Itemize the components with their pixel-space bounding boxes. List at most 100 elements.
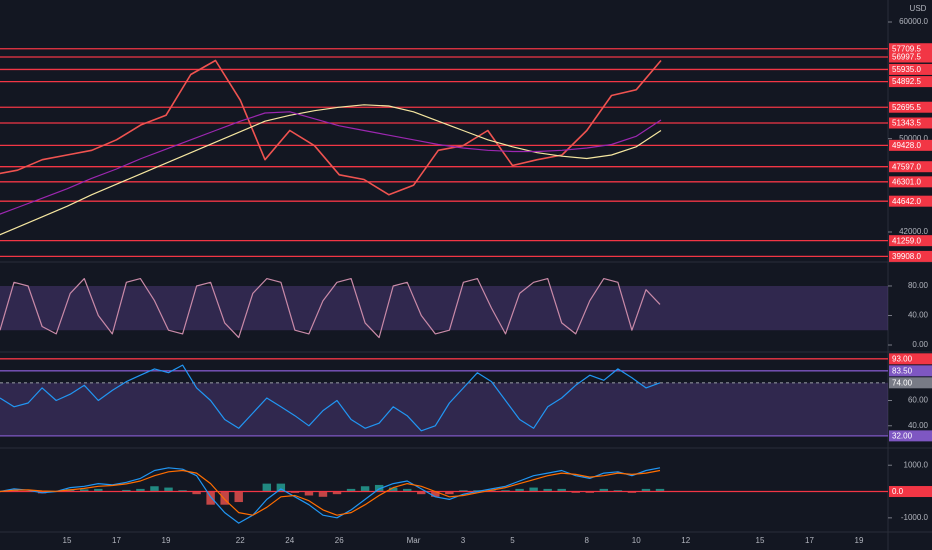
histogram-bar (417, 491, 426, 495)
level-label: 54892.5 (892, 77, 921, 86)
series-line (0, 104, 662, 236)
level-label-box (889, 353, 932, 365)
band (0, 285, 888, 331)
series-line (0, 278, 661, 339)
level-label-box (889, 51, 932, 63)
histogram-bar (403, 488, 412, 492)
histogram-bar (374, 484, 384, 492)
level-label: 83.50 (892, 366, 913, 375)
histogram-bar (543, 488, 552, 492)
x-tick-label: 8 (585, 536, 590, 545)
level-label: 52695.5 (892, 103, 921, 112)
currency-label: USD (910, 4, 927, 13)
level-label-box (889, 43, 932, 55)
level-label: 46301.0 (892, 177, 921, 186)
level-label-box (889, 365, 932, 377)
level-label: 49428.0 (892, 141, 921, 150)
histogram-bar (94, 488, 103, 492)
x-tick-label: 26 (335, 536, 344, 545)
histogram-bar (529, 487, 538, 492)
x-tick-label: 3 (461, 536, 466, 545)
y-tick-label: 80.00 (908, 281, 929, 290)
histogram-bar (304, 491, 314, 496)
level-label: 47597.0 (892, 162, 921, 171)
level-label: 57709.5 (892, 44, 921, 53)
y-tick-label: 0.00 (912, 340, 928, 349)
series-line (0, 469, 661, 516)
histogram-bar (262, 483, 272, 492)
histogram-bar (318, 491, 328, 497)
histogram-bar (9, 490, 19, 492)
histogram-bar (557, 488, 566, 492)
histogram-bar (445, 491, 454, 495)
y-tick-label: 40.00 (908, 421, 929, 430)
series-line (0, 111, 662, 215)
histogram-bar (473, 490, 482, 492)
level-label-box (889, 176, 932, 188)
x-tick-label: 17 (112, 536, 121, 545)
level-label-box (889, 76, 932, 88)
level-label-box (889, 195, 932, 207)
y-tick-label: 42000.0 (899, 227, 928, 236)
level-label: 39908.0 (892, 252, 921, 261)
y-tick-label: -1000.0 (901, 513, 929, 522)
x-tick-label: 19 (162, 536, 171, 545)
level-label-box (889, 117, 932, 129)
x-tick-label: 10 (632, 536, 641, 545)
x-tick-label: 19 (855, 536, 864, 545)
histogram-bar (431, 491, 440, 497)
y-tick-label: 1000.0 (904, 460, 929, 469)
level-label: 32.00 (892, 431, 913, 440)
histogram-bar (627, 491, 637, 493)
histogram-bar (360, 486, 370, 492)
histogram-bar (332, 491, 342, 495)
series-line (0, 467, 661, 524)
level-label-box (889, 63, 932, 75)
histogram-bar (178, 490, 187, 492)
histogram-bar (192, 491, 201, 495)
histogram-bar (459, 490, 468, 492)
x-tick-label: 17 (805, 536, 814, 545)
histogram-bar (220, 491, 229, 505)
histogram-bar (290, 491, 300, 493)
histogram-bar (136, 488, 145, 492)
level-label-box (889, 430, 932, 442)
histogram-bar (206, 491, 215, 505)
x-tick-label: 5 (510, 536, 515, 545)
histogram-bar (585, 491, 594, 493)
level-label-box (889, 235, 932, 247)
level-label-box (889, 161, 932, 173)
y-tick-label: 60.00 (908, 396, 929, 405)
y-tick-label: 40.00 (908, 311, 929, 320)
histogram-bar (150, 486, 159, 492)
x-tick-label: 12 (681, 536, 690, 545)
level-label: 0.0 (892, 487, 904, 496)
histogram-bar (515, 488, 524, 492)
x-tick-label: 22 (236, 536, 245, 545)
histogram-bar (276, 483, 286, 492)
histogram-bar (346, 488, 356, 492)
x-tick-label: 15 (756, 536, 765, 545)
histogram-bar (571, 491, 580, 493)
level-label: 44642.0 (892, 197, 921, 206)
histogram-bar (122, 489, 131, 492)
histogram-bar (501, 490, 510, 492)
histogram-bar (80, 489, 89, 492)
band (0, 382, 888, 436)
level-label-box (889, 486, 932, 498)
histogram-bar (613, 490, 623, 492)
x-tick-label: Mar (407, 536, 421, 545)
x-tick-label: 24 (285, 536, 294, 545)
histogram-bar (388, 487, 398, 492)
level-label: 55935.0 (892, 65, 921, 74)
series-line (0, 59, 662, 196)
histogram-bar (655, 488, 665, 492)
level-label: 74.00 (892, 378, 913, 387)
level-label: 56997.5 (892, 53, 921, 62)
level-label: 51343.5 (892, 119, 921, 128)
y-tick-label: 50000.0 (899, 134, 928, 143)
histogram-bar (599, 488, 609, 492)
level-label-box (889, 139, 932, 151)
